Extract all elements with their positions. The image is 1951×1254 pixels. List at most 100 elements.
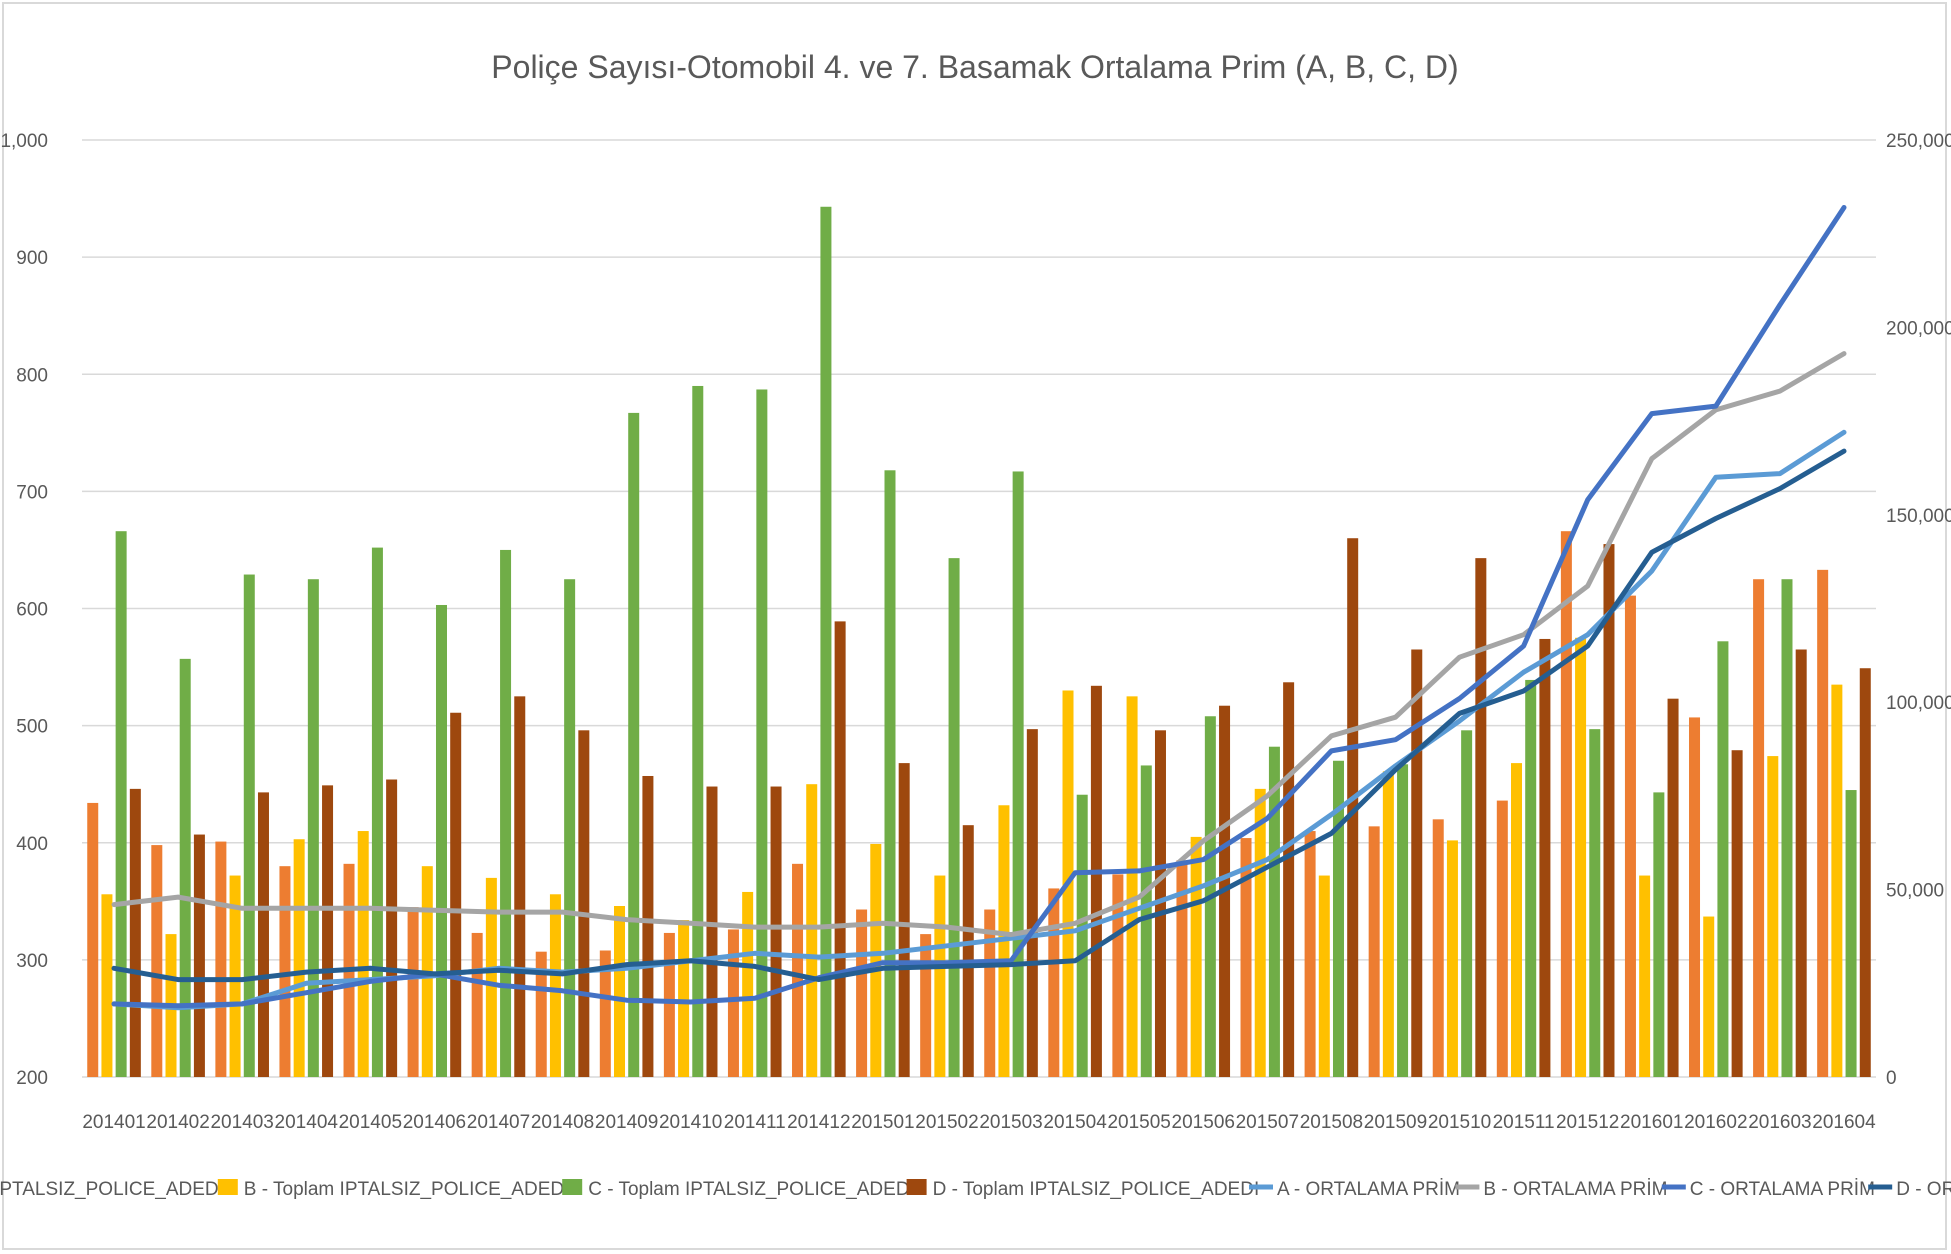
x-axis: 201401 201402 201403 201404 201405 201406 2014… (82, 1112, 1876, 1133)
bar (1411, 649, 1423, 1077)
left-tick-label: 900 (16, 248, 48, 269)
left-tick-label: 500 (16, 717, 48, 738)
bar (215, 841, 227, 1077)
bar (1817, 569, 1829, 1077)
bar (407, 907, 419, 1077)
bar (1575, 637, 1587, 1077)
bar (727, 929, 739, 1077)
bar (898, 763, 910, 1077)
bar (1397, 764, 1409, 1077)
x-tick-label: 201604 (1812, 1112, 1876, 1133)
bar (834, 621, 846, 1077)
x-tick-label: 201406 (403, 1112, 466, 1133)
x-tick-label: 201602 (1684, 1112, 1747, 1133)
bar (129, 788, 141, 1077)
bar (514, 696, 526, 1077)
legend-label: D - ORTALAMA PRİM (1896, 1179, 1951, 1200)
x-tick-label: 201503 (979, 1112, 1042, 1133)
bar (1126, 696, 1138, 1077)
bar (1332, 760, 1344, 1077)
bar (1845, 790, 1857, 1077)
bar (934, 875, 946, 1077)
x-tick-label: 201501 (851, 1112, 914, 1133)
left-tick-label: 1,000 (0, 131, 48, 152)
bar (549, 894, 561, 1077)
x-tick-label: 201409 (595, 1112, 658, 1133)
bar (1176, 860, 1188, 1077)
bar (1653, 792, 1665, 1077)
bar (1240, 838, 1252, 1077)
x-tick-label: 201405 (339, 1112, 402, 1133)
x-tick-label: 201511 (1493, 1112, 1555, 1133)
x-tick-label: 201510 (1428, 1112, 1491, 1133)
legend: A - Toplam IPTALSIZ_POLICE_ADEDI B - Topl… (0, 1179, 1951, 1200)
bar (1781, 579, 1793, 1077)
bar (1090, 685, 1102, 1077)
right-tick-label: 150,000 (1886, 506, 1951, 527)
bar (293, 839, 305, 1077)
bar (884, 470, 896, 1078)
bar (1140, 765, 1152, 1077)
x-tick-label: 201506 (1172, 1112, 1235, 1133)
bar (87, 802, 99, 1077)
x-tick-label: 201502 (915, 1112, 978, 1133)
bar (678, 920, 690, 1077)
bar (322, 785, 334, 1077)
bar (756, 389, 768, 1077)
bar (820, 206, 832, 1078)
x-tick-label: 201401 (82, 1112, 145, 1133)
x-tick-label: 201504 (1043, 1112, 1107, 1133)
bar (806, 784, 818, 1077)
bar (770, 786, 782, 1077)
x-tick-label: 201402 (146, 1112, 209, 1133)
x-tick-label: 201509 (1364, 1112, 1427, 1133)
legend-swatch-bar (217, 1179, 238, 1195)
bar (279, 866, 291, 1077)
bar (1318, 875, 1330, 1077)
bar (435, 604, 447, 1077)
bar (663, 932, 675, 1077)
bar (1703, 916, 1715, 1077)
bar (1525, 679, 1537, 1077)
bar (1368, 826, 1380, 1077)
bar (485, 877, 497, 1077)
bar (193, 834, 205, 1077)
bar (1461, 730, 1473, 1077)
bar (1446, 840, 1458, 1077)
bar (564, 579, 576, 1077)
bar (642, 775, 654, 1077)
bar (1304, 831, 1316, 1077)
legend-label: D - Toplam IPTALSIZ_POLICE_ADEDI (933, 1179, 1260, 1200)
legend-label: C - ORTALAMA PRİM (1690, 1179, 1875, 1200)
right-tick-label: 0 (1886, 1068, 1897, 1089)
bar (1154, 730, 1166, 1077)
bar (307, 579, 319, 1077)
bar (578, 730, 590, 1077)
left-tick-label: 200 (16, 1068, 48, 1089)
right-tick-label: 50,000 (1886, 881, 1944, 902)
bar (1767, 756, 1779, 1077)
right-tick-label: 100,000 (1886, 693, 1951, 714)
x-tick-label: 201507 (1236, 1112, 1299, 1133)
legend-swatch-bar (906, 1179, 927, 1195)
x-tick-label: 201505 (1107, 1112, 1170, 1133)
bar (1511, 763, 1523, 1077)
left-tick-label: 700 (16, 482, 48, 503)
bar (1076, 794, 1088, 1077)
bar (948, 558, 960, 1077)
bar (692, 385, 704, 1077)
bar (1795, 649, 1807, 1077)
bar (229, 875, 241, 1077)
bar (856, 909, 868, 1077)
bar (599, 950, 611, 1077)
bar (870, 843, 882, 1077)
bar (1048, 888, 1060, 1077)
bar (1731, 750, 1743, 1077)
x-tick-label: 201412 (787, 1112, 850, 1133)
bar (1475, 558, 1487, 1077)
right-tick-label: 250,000 (1886, 131, 1951, 152)
bar (1382, 771, 1394, 1077)
bar (920, 934, 932, 1077)
bar (1496, 800, 1508, 1077)
